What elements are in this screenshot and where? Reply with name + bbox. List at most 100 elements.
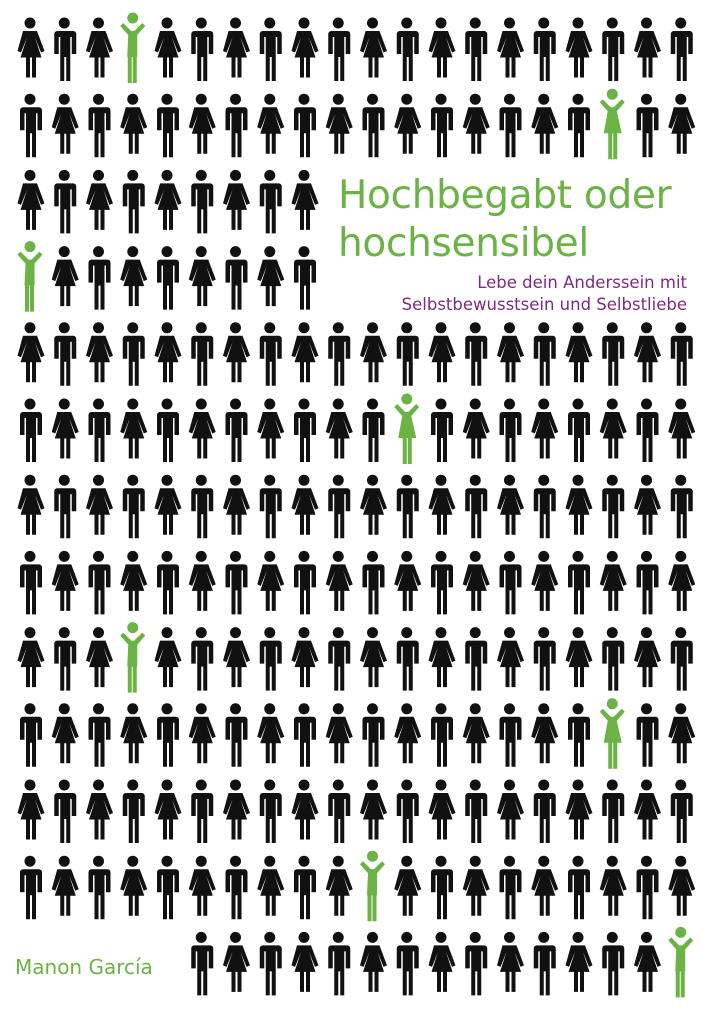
man-icon: [602, 779, 625, 843]
man-icon: [20, 550, 42, 615]
woman-icon: [51, 246, 79, 307]
man-icon: [568, 93, 590, 158]
woman-icon: [154, 169, 182, 230]
woman-icon: [668, 398, 696, 459]
man-icon: [88, 246, 111, 310]
woman-icon: [360, 17, 387, 78]
man-icon: [259, 322, 282, 386]
man-icon: [602, 627, 625, 691]
man-icon: [670, 627, 693, 691]
title-line-1: Hochbegabt oder: [338, 173, 672, 218]
woman-icon: [634, 322, 661, 383]
woman-icon: [599, 855, 627, 916]
man-icon: [88, 855, 111, 920]
woman-icon: [394, 93, 422, 154]
woman-icon: [599, 398, 627, 459]
woman-icon: [497, 474, 524, 535]
man-icon: [396, 931, 419, 996]
man-icon: [225, 855, 248, 920]
woman-icon: [531, 550, 559, 611]
woman-icon: [120, 93, 148, 154]
man-icon: [465, 17, 488, 81]
man-icon: [533, 931, 556, 996]
woman-icon: [188, 246, 216, 307]
woman-icon: [360, 931, 387, 992]
man-icon: [294, 246, 316, 310]
woman-icon: [51, 398, 79, 459]
man-icon: [88, 703, 111, 767]
man-icon: [362, 398, 385, 462]
man-icon: [465, 779, 488, 843]
woman-icon: [86, 474, 113, 535]
man-icon: [225, 398, 248, 462]
woman-icon: [257, 855, 285, 916]
woman-icon: [223, 627, 250, 688]
woman-icon: [154, 627, 182, 688]
woman-icon: [634, 474, 661, 535]
woman-icon: [634, 627, 661, 688]
man-icon: [157, 93, 179, 158]
man-icon: [465, 931, 488, 996]
man-icon: [20, 703, 42, 767]
woman-icon: [86, 17, 113, 78]
woman-icon: [360, 779, 387, 840]
woman-icon: [668, 550, 696, 611]
man-icon: [157, 550, 179, 615]
woman-icon: [188, 703, 216, 764]
woman-icon: [462, 703, 490, 764]
woman-icon: [257, 398, 285, 459]
woman-icon: [428, 474, 456, 535]
man-icon: [499, 855, 522, 920]
man-icon: [191, 627, 214, 691]
woman-icon: [154, 779, 182, 840]
woman-icon: [188, 855, 216, 916]
man-icon: [54, 322, 77, 386]
woman-icon: [325, 855, 353, 916]
woman-icon: [188, 550, 216, 611]
man-icon: [362, 550, 385, 615]
book-title: Hochbegabt oder hochsensibel: [338, 172, 672, 268]
woman-icon: [17, 17, 45, 78]
woman-icon: [462, 550, 490, 611]
man-icon: [259, 17, 282, 81]
woman-icon: [154, 474, 182, 535]
man-icon: [294, 855, 316, 920]
man-icon: [191, 779, 214, 843]
woman-icon: [120, 246, 148, 307]
man-icon: [191, 474, 214, 539]
woman-icon: [120, 855, 148, 916]
man-icon: [328, 627, 351, 691]
title-line-2: hochsensibel: [338, 221, 589, 266]
woman-icon: [668, 855, 696, 916]
woman-icon: [497, 931, 524, 992]
woman-icon: [223, 779, 250, 840]
woman-icon: [120, 398, 148, 459]
man-icon: [602, 931, 625, 996]
woman-icon: [86, 322, 113, 383]
man-icon: [328, 779, 351, 843]
subtitle-line-2: Selbstbewusstsein und Selbstliebe: [401, 295, 687, 314]
woman-icon: [120, 550, 148, 611]
woman-icon: [223, 169, 250, 230]
woman-icon: [462, 93, 490, 154]
man-icon: [20, 855, 42, 920]
man-icon: [20, 93, 42, 158]
woman-icon: [17, 779, 45, 840]
man-icon: [670, 322, 693, 386]
man-icon: [54, 627, 77, 691]
man-icon: [533, 474, 556, 539]
highlighted-person-icon: [360, 850, 385, 922]
man-icon: [465, 322, 488, 386]
woman-icon: [291, 474, 319, 535]
woman-icon: [17, 627, 45, 688]
woman-icon: [325, 93, 353, 154]
woman-icon: [188, 398, 216, 459]
woman-icon: [17, 169, 45, 230]
highlighted-person-icon: [599, 88, 625, 160]
man-icon: [431, 855, 453, 920]
woman-icon: [291, 322, 319, 383]
book-subtitle: Lebe dein Anderssein mit Selbstbewusstse…: [402, 272, 687, 316]
man-icon: [191, 17, 214, 81]
man-icon: [396, 322, 419, 386]
